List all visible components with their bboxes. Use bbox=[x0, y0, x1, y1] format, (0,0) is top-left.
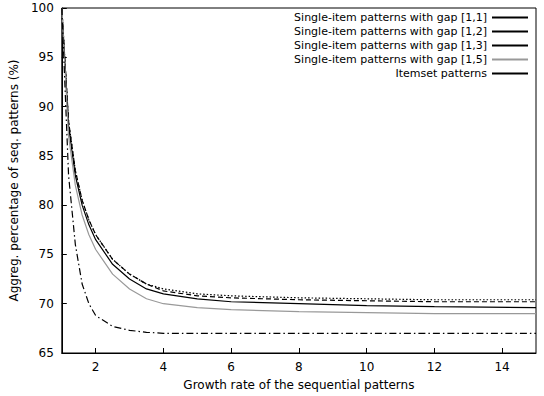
svg-text:70: 70 bbox=[39, 297, 54, 311]
svg-text:2: 2 bbox=[92, 360, 100, 374]
svg-text:14: 14 bbox=[494, 360, 509, 374]
svg-text:Single-item patterns with gap: Single-item patterns with gap [1,3] bbox=[294, 39, 487, 52]
svg-text:6: 6 bbox=[227, 360, 235, 374]
svg-text:Growth rate of the sequential: Growth rate of the sequential patterns bbox=[183, 378, 414, 392]
svg-text:Single-item patterns with gap: Single-item patterns with gap [1,5] bbox=[294, 53, 487, 66]
svg-text:95: 95 bbox=[39, 50, 54, 64]
svg-text:12: 12 bbox=[427, 360, 442, 374]
svg-text:100: 100 bbox=[31, 1, 54, 15]
svg-text:75: 75 bbox=[39, 247, 54, 261]
svg-text:Single-item patterns with gap: Single-item patterns with gap [1,2] bbox=[294, 25, 487, 38]
svg-text:8: 8 bbox=[295, 360, 303, 374]
svg-text:80: 80 bbox=[39, 198, 54, 212]
svg-text:Itemset patterns: Itemset patterns bbox=[396, 67, 488, 80]
svg-text:Single-item patterns with gap: Single-item patterns with gap [1,1] bbox=[294, 11, 487, 24]
svg-text:4: 4 bbox=[160, 360, 168, 374]
svg-text:10: 10 bbox=[359, 360, 374, 374]
svg-text:85: 85 bbox=[39, 149, 54, 163]
svg-text:65: 65 bbox=[39, 346, 54, 360]
svg-text:Aggreg. percentage of seq. pat: Aggreg. percentage of seq. patterns (%) bbox=[7, 59, 21, 301]
svg-text:90: 90 bbox=[39, 100, 54, 114]
